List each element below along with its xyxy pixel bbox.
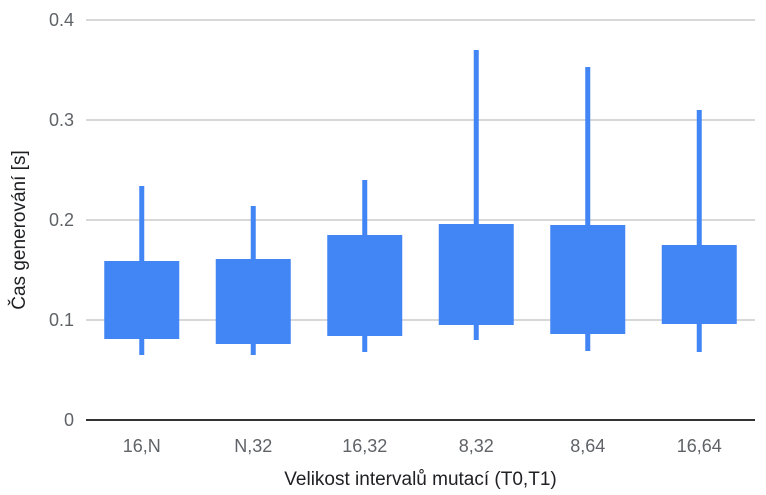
x-tick-label: 16,32	[342, 436, 387, 456]
y-axis-ticks: 0 0.1 0.2 0.3 0.4	[49, 10, 74, 430]
candle-box	[104, 261, 180, 339]
y-axis-title: Čas generování [s]	[8, 150, 30, 309]
gridlines	[86, 19, 755, 321]
x-tick-label: 8,32	[459, 436, 494, 456]
x-tick-label: 16,64	[677, 436, 722, 456]
data-marks	[104, 50, 737, 355]
candle-wick	[696, 110, 702, 352]
x-tick-label: 8,64	[570, 436, 605, 456]
y-tick-label: 0.2	[49, 210, 74, 230]
candle-wick	[473, 50, 479, 340]
candle-box	[661, 245, 737, 324]
y-tick-label: 0.1	[49, 310, 74, 330]
x-axis-ticks: 16,N N,32 16,32 8,32 8,64 16,64	[123, 436, 722, 456]
candle-box	[550, 225, 626, 334]
x-tick-label: N,32	[234, 436, 272, 456]
candle-box	[215, 259, 291, 344]
y-tick-label: 0.3	[49, 110, 74, 130]
y-tick-label: 0	[64, 410, 74, 430]
y-tick-label: 0.4	[49, 10, 74, 30]
candle-box	[438, 224, 514, 325]
candle-wick	[585, 67, 591, 351]
x-tick-label: 16,N	[123, 436, 161, 456]
candle-box	[327, 235, 403, 336]
x-axis-title: Velikost intervalů mutací (T0,T1)	[284, 469, 556, 490]
